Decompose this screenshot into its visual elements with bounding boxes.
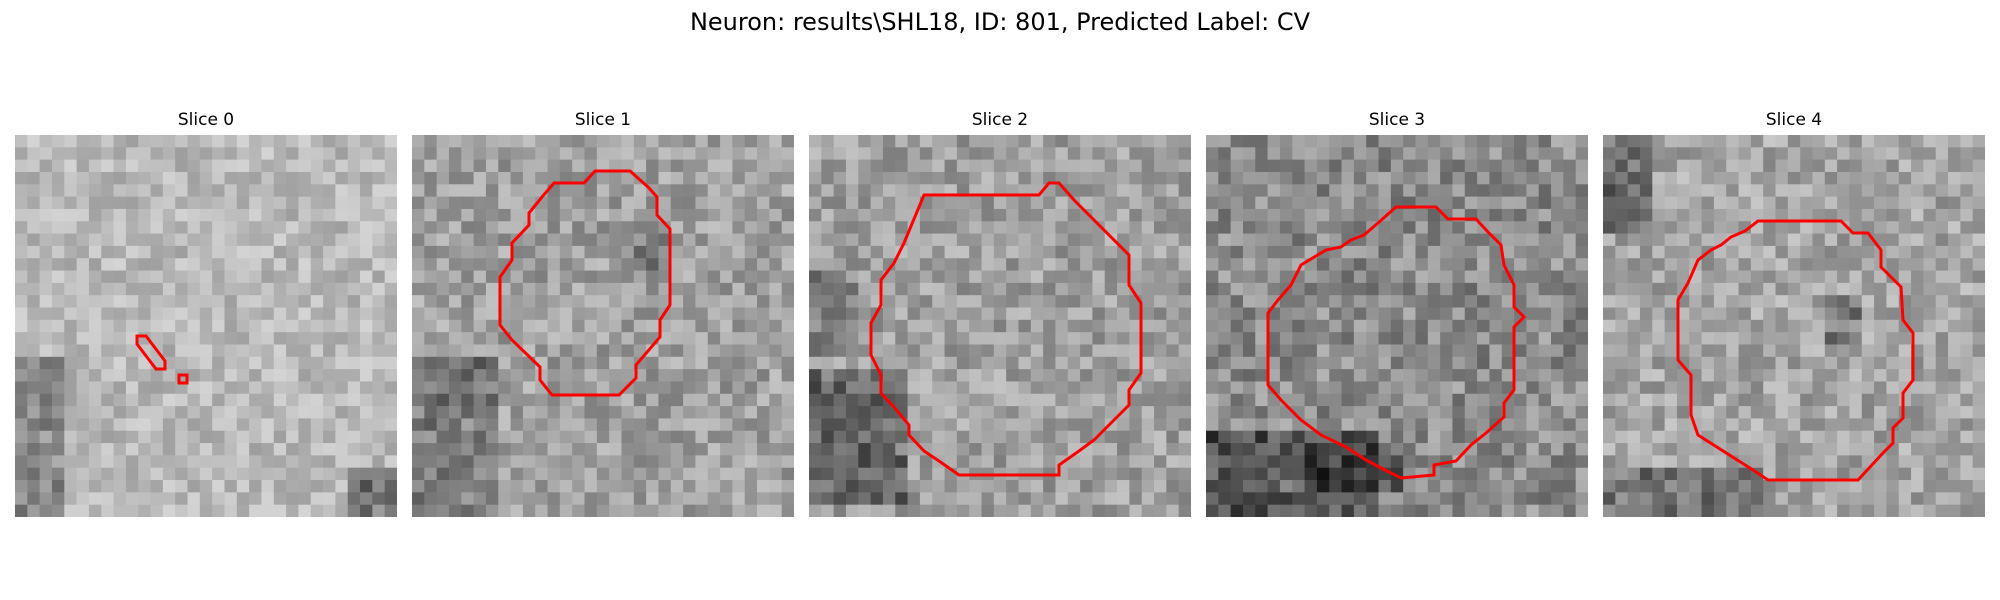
slice-title: Slice 0: [177, 110, 235, 130]
slice-image: [1603, 135, 1985, 517]
roi-contour: [1676, 219, 1915, 482]
grayscale-pixel-grid: [412, 135, 794, 517]
roi-contour: [1266, 205, 1527, 480]
slice-image: [1206, 135, 1588, 517]
grayscale-pixel-grid: [1206, 135, 1588, 517]
figure-title: Neuron: results\SHL18, ID: 801, Predicte…: [689, 8, 1311, 36]
slice-title: Slice 1: [574, 110, 632, 130]
slice-image: [809, 135, 1191, 517]
slice-title: Slice 4: [1765, 110, 1823, 130]
slice-image: [15, 135, 397, 517]
slice-title: Slice 3: [1368, 110, 1426, 130]
roi-contour: [498, 169, 672, 397]
grayscale-pixel-grid: [809, 135, 1191, 517]
slice-image: [412, 135, 794, 517]
roi-contour: [177, 373, 189, 385]
roi-contour: [135, 334, 167, 371]
grayscale-pixel-grid: [1603, 135, 1985, 517]
slice-title: Slice 2: [971, 110, 1029, 130]
grayscale-pixel-grid: [15, 135, 397, 517]
roi-contour: [869, 181, 1143, 477]
